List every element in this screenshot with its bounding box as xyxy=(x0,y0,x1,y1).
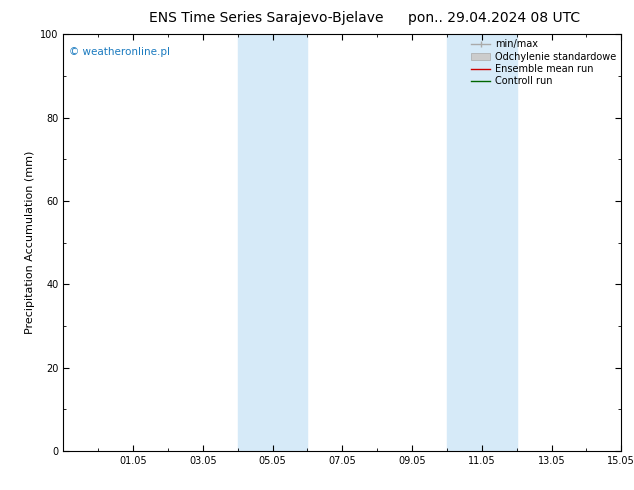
Y-axis label: Precipitation Accumulation (mm): Precipitation Accumulation (mm) xyxy=(25,151,35,334)
Bar xyxy=(238,34,307,451)
Legend: min/max, Odchylenie standardowe, Ensemble mean run, Controll run: min/max, Odchylenie standardowe, Ensembl… xyxy=(468,36,619,89)
Text: ENS Time Series Sarajevo-Bjelave: ENS Time Series Sarajevo-Bjelave xyxy=(149,11,384,25)
Text: pon.. 29.04.2024 08 UTC: pon.. 29.04.2024 08 UTC xyxy=(408,11,581,25)
Bar xyxy=(447,34,517,451)
Text: © weatheronline.pl: © weatheronline.pl xyxy=(69,47,170,57)
